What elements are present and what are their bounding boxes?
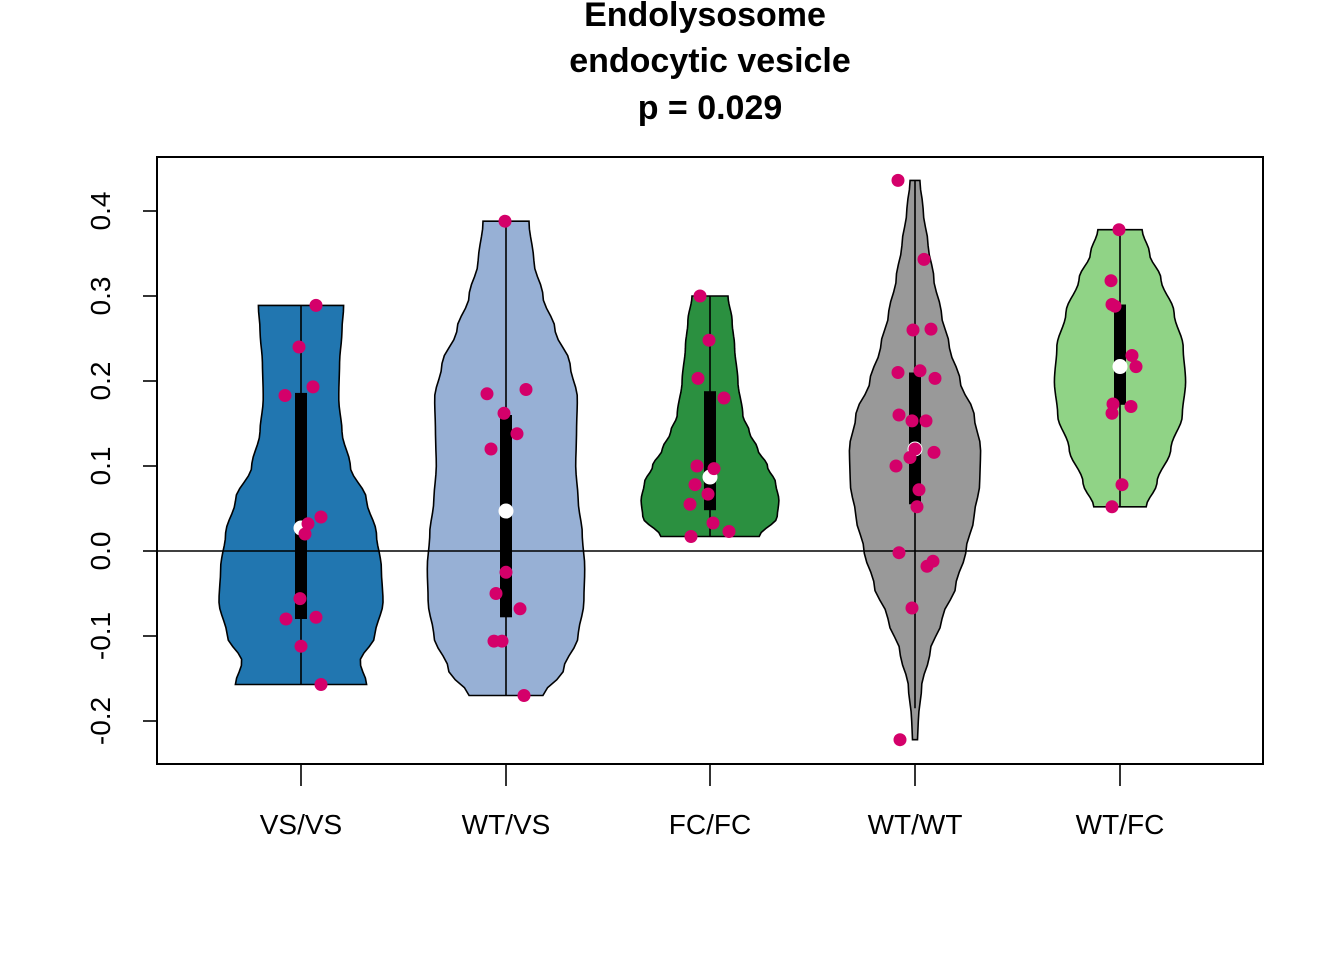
data-point (702, 333, 716, 347)
data-point (517, 689, 531, 702)
data-point (706, 516, 720, 530)
median-marker (498, 503, 514, 519)
data-point (1104, 274, 1118, 288)
y-tick-label: 0.4 (85, 192, 116, 231)
data-point (510, 427, 524, 441)
title-line-2: endocytic vesicle (569, 42, 851, 80)
points-fc-fc (683, 289, 736, 543)
y-tick-label: 0.0 (85, 532, 116, 571)
x-tick-label: WT/WT (868, 809, 963, 840)
data-point (688, 478, 702, 492)
data-point (495, 634, 509, 648)
data-point (717, 391, 731, 405)
data-point (908, 442, 922, 456)
data-points (278, 173, 1143, 747)
violin-vs-vs (218, 304, 384, 686)
data-point (294, 639, 308, 653)
data-point (924, 322, 938, 336)
data-point (484, 442, 498, 456)
data-point (314, 678, 328, 691)
y-tick-label: -0.2 (85, 697, 116, 745)
data-point (279, 612, 293, 626)
y-tick-label: -0.1 (85, 612, 116, 660)
data-point (905, 601, 919, 615)
data-point (707, 462, 721, 476)
data-point (910, 500, 924, 514)
iqr-box (295, 392, 307, 619)
x-tick-label: WT/FC (1076, 809, 1165, 840)
points-wt-fc (1104, 223, 1143, 514)
data-point (891, 173, 905, 187)
x-axis: VS/VS WT/VS FC/FC WT/WT WT/FC (260, 764, 1165, 840)
data-point (480, 387, 494, 401)
iqr-box (1114, 304, 1126, 405)
y-tick-label: 0.2 (85, 362, 116, 401)
data-point (1105, 298, 1119, 311)
data-point (1125, 349, 1139, 362)
violin-fc-fc (640, 295, 780, 538)
data-point (1112, 223, 1126, 237)
y-tick-label: 0.3 (85, 277, 116, 316)
violin-wt-fc (1053, 228, 1187, 508)
data-point (292, 340, 306, 354)
iqr-box (909, 372, 921, 505)
x-tick-label: WT/VS (462, 809, 551, 840)
data-point (519, 383, 533, 396)
violins (218, 179, 1187, 741)
y-tick-label: 0.1 (85, 447, 116, 486)
data-point (489, 587, 503, 600)
data-point (278, 389, 292, 402)
data-point (1129, 360, 1143, 374)
data-point (1124, 400, 1138, 413)
data-point (1105, 500, 1119, 514)
title-line-1: Endolysosome (584, 0, 826, 34)
data-point (309, 610, 323, 624)
data-point (892, 408, 906, 422)
data-point (917, 252, 931, 266)
data-point (693, 289, 707, 303)
median-marker (1112, 359, 1128, 375)
data-point (690, 459, 704, 473)
data-point (298, 527, 312, 541)
points-wt-vs (480, 214, 533, 702)
data-point (691, 371, 705, 385)
plot-frame (156, 156, 1264, 765)
y-axis: -0.2 -0.1 0.0 0.1 0.2 0.3 0.4 (85, 192, 158, 745)
data-point (913, 364, 927, 378)
violin-wt-vs (426, 220, 586, 697)
points-vs-vs (278, 298, 328, 691)
data-point (683, 497, 697, 511)
data-point (893, 733, 907, 747)
data-point (499, 565, 513, 579)
data-point (513, 602, 527, 616)
x-tick-label: FC/FC (669, 809, 751, 840)
data-point (309, 298, 323, 312)
data-point (722, 525, 736, 538)
data-point (927, 445, 941, 459)
data-point (928, 371, 942, 385)
data-point (1106, 397, 1120, 411)
data-point (889, 459, 903, 473)
data-point (919, 414, 933, 428)
data-point (926, 554, 940, 568)
data-point (498, 214, 512, 228)
data-point (684, 530, 698, 543)
data-point (905, 414, 919, 428)
data-point (891, 366, 905, 379)
data-point (1115, 478, 1129, 492)
data-point (293, 592, 307, 606)
data-point (497, 406, 511, 420)
data-point (306, 380, 320, 394)
data-point (314, 510, 328, 524)
points-wt-wt (889, 173, 942, 747)
data-point (906, 323, 920, 337)
data-point (701, 487, 715, 501)
data-point (912, 483, 926, 497)
data-point (892, 546, 906, 560)
chart-title: Endolysosome endocytic vesicle p = 0.029 (569, 0, 851, 127)
title-line-3: p = 0.029 (638, 89, 783, 127)
data-point (301, 517, 315, 531)
x-tick-label: VS/VS (260, 809, 342, 840)
